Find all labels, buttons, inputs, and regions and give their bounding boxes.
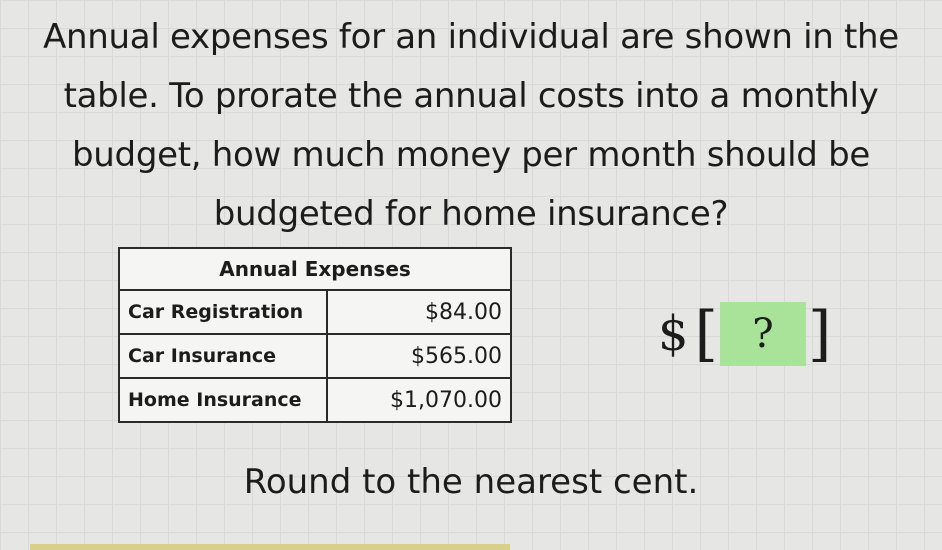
- bottom-bar: [30, 544, 510, 550]
- row-label: Home Insurance: [118, 377, 328, 423]
- annual-expenses-table: Annual Expenses Car Registration $84.00 C…: [118, 247, 512, 423]
- row-value: $84.00: [326, 289, 512, 335]
- row-value: $1,070.00: [326, 377, 512, 423]
- table-row: Car Registration $84.00: [118, 289, 512, 335]
- table-title: Annual Expenses: [118, 247, 512, 291]
- answer-input[interactable]: ?: [719, 302, 806, 366]
- answer-area: $ [ ? ]: [658, 302, 831, 366]
- rounding-hint: Round to the nearest cent.: [243, 462, 699, 502]
- row-value: $565.00: [326, 333, 512, 379]
- row-label: Car Registration: [118, 289, 328, 335]
- question-text: Annual expenses for an individual are sh…: [43, 17, 899, 234]
- table-row: Home Insurance $1,070.00: [118, 377, 512, 423]
- left-bracket: [: [694, 299, 718, 369]
- table-row: Car Insurance $565.00: [118, 333, 512, 379]
- row-label: Car Insurance: [118, 333, 328, 379]
- dollar-sign: $: [658, 306, 689, 362]
- right-bracket: ]: [807, 299, 832, 369]
